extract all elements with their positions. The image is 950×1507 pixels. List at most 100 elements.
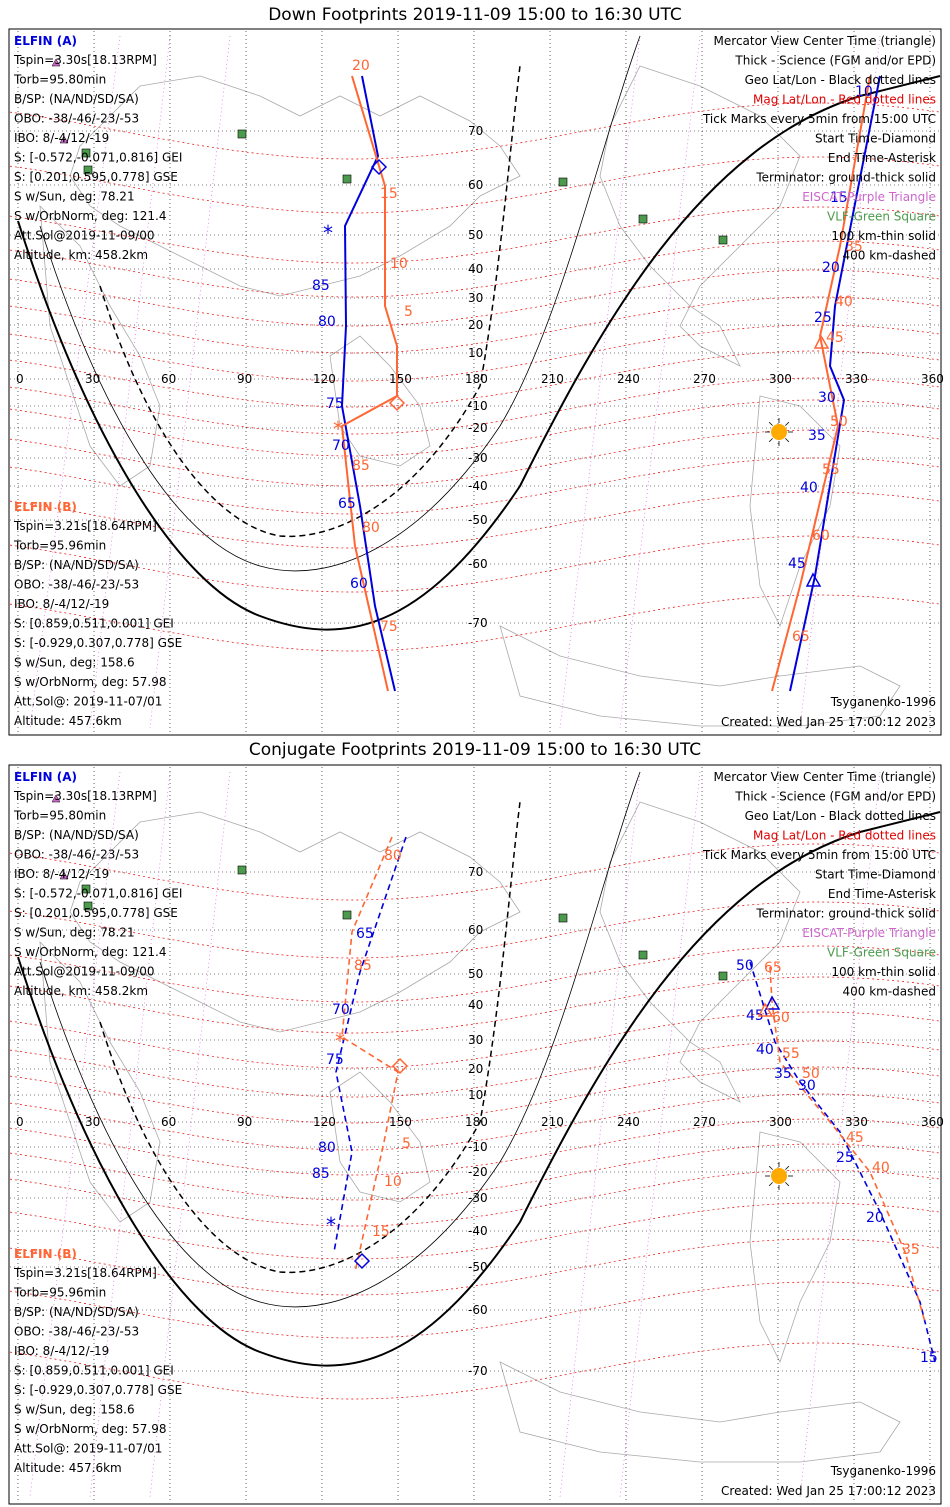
track-time-label: 15 [380,186,398,202]
lat-tick-label: -70 [468,616,488,630]
lon-tick-label: 240 [617,372,640,386]
lat-tick-label: -10 [468,1140,488,1154]
vlf-square [83,165,93,175]
created-label: Created: Wed Jan 25 17:00:12 2023 [721,1484,936,1498]
elfin-b-end-asterisk: * [335,1029,345,1053]
sun-ray [768,438,773,443]
down-footprints-title: Down Footprints 2019-11-09 15:00 to 16:3… [268,5,682,25]
footer: Tsyganenko-1996 Created: Wed Jan 25 17:00… [721,1464,936,1498]
lon-tick-label: 360 [921,1115,944,1129]
sun-ray [785,1165,790,1170]
elfin-a-line: Torb=95.80min [13,809,106,823]
elfin-a-start-diamond [370,158,388,176]
legend-item: Mag Lat/Lon - Red dotted lines [753,93,936,107]
track-time-label: 35 [774,1066,792,1082]
lon-tick-label: 300 [769,1115,792,1129]
vlf-square [81,148,91,158]
legend-item: Mercator View Center Time (triangle) [714,34,936,48]
mag-lon-line [89,771,171,1498]
track-time-label: 55 [822,462,840,478]
elfin-a-end-asterisk: * [326,1213,336,1237]
lon-tick-label: 210 [541,372,564,386]
track-time-label: 40 [835,294,853,310]
track-time-label: 25 [814,310,832,326]
sun-disc [771,424,787,440]
elfin-b-info: ELFIN (B) Tspin=3.21s[18.64RPM] Torb=95.96… [13,500,182,728]
sun-ray [785,1182,790,1187]
elfin-a-center-triangle [805,572,822,587]
legend-item: Start Time-Diamond [815,132,936,146]
vlf-square [558,913,568,923]
vlf-stations [81,129,728,245]
model-label: Tsyganenko-1996 [830,1464,936,1478]
elfin-a-center-triangle [764,995,781,1010]
track-time-label: 60 [812,528,830,544]
elfin-a-line: S w/OrbNorm, deg: 121.4 [14,945,166,959]
track-time-label: 50 [736,958,754,974]
legend-item: VLF-Green Square [827,210,936,224]
lat-tick-label: -70 [468,1364,488,1378]
elfin-b-track-west [340,75,398,692]
elfin-a-line: B/SP: (NA/ND/SD/SA) [14,828,139,842]
elfin-a-line: Altitude, km: 458.2km [14,248,148,262]
lat-tick-label: 20 [468,1062,483,1076]
elfin-b-start-diamond [388,394,406,412]
terminators [17,35,941,631]
track-time-label: 10 [855,84,873,100]
vlf-square [237,865,247,875]
vlf-square [342,910,352,920]
elfin-b-line: S: [0.859,0.511,0.001] GEI [14,1364,174,1378]
lat-tick-label: -10 [468,399,488,413]
mag-lon-lines [29,771,881,1498]
sun-ray [785,438,790,443]
created-label: Created: Wed Jan 25 17:00:12 2023 [721,715,936,729]
coast-shape-4 [749,1131,841,1364]
elfin-a-line: IBO: 8/-4/12/-19 [14,131,109,145]
footer: Tsyganenko-1996 Created: Wed Jan 25 17:00… [721,695,936,729]
elfin-a-line: S: [0.201,0.595,0.778] GSE [14,170,178,184]
terminator-100km [39,35,641,572]
mag-lon-line [559,771,641,1498]
conjugate-footprints-title: Conjugate Footprints 2019-11-09 15:00 to… [248,740,702,760]
legend-item: End Time-Asterisk [828,887,936,901]
legend-item: Thick - Science (FGM and/or EPD) [734,790,936,804]
track-time-label: 25 [836,1150,854,1166]
lon-tick-label: 60 [161,372,176,386]
elfin-a-info: ELFIN (A) Tspin=3.30s[18.13RPM] Torb=95.80… [13,770,182,998]
elfin-a-line: IBO: 8/-4/12/-19 [14,867,109,881]
track-time-label: 40 [872,1160,890,1176]
lon-tick-label: 330 [845,372,868,386]
track-time-label: 5 [404,304,413,320]
coast-shape-4 [749,395,841,628]
lon-tick-label: 330 [845,1115,868,1129]
mag-lon-line [29,771,121,1498]
track-time-label: 65 [764,960,782,976]
sun-disc [771,1168,787,1184]
mag-lon-line [149,35,231,729]
lon-tick-label: 30 [85,372,100,386]
mag-lon-line [89,35,171,729]
lat-tick-label: 10 [468,346,483,360]
geo-grid [10,31,940,733]
elfin-a-line: S w/Sun, deg: 78.21 [14,926,135,940]
elfin-b-line: OBO: -38/-46/-23/-53 [14,1325,139,1339]
elfin-b-line: S: [-0.929,0.307,0.778] GSE [14,1383,182,1397]
track-time-label: 65 [356,926,374,942]
track-time-label: 80 [318,1140,336,1156]
elfin-b-line: S w/Sun, deg: 158.6 [14,656,135,670]
vlf-square [718,971,728,981]
elfin-b-line: S: [-0.929,0.307,0.778] GSE [14,636,182,650]
sun-icon [765,1162,793,1190]
elfin-b-line: Tspin=3.21s[18.64RPM] [13,1266,157,1280]
elfin-b-end-asterisk: * [333,417,343,441]
geo-grid [10,767,940,1502]
track-time-label: 35 [902,1242,920,1258]
lon-tick-label: 90 [237,372,252,386]
lat-tick-label: -40 [468,479,488,493]
legend-item: End Time-Asterisk [828,151,936,165]
elfin-b-track-east [769,966,926,1323]
lon-tick-label: 180 [465,372,488,386]
lon-tick-label: 210 [541,1115,564,1129]
lon-tick-label: 150 [389,372,412,386]
